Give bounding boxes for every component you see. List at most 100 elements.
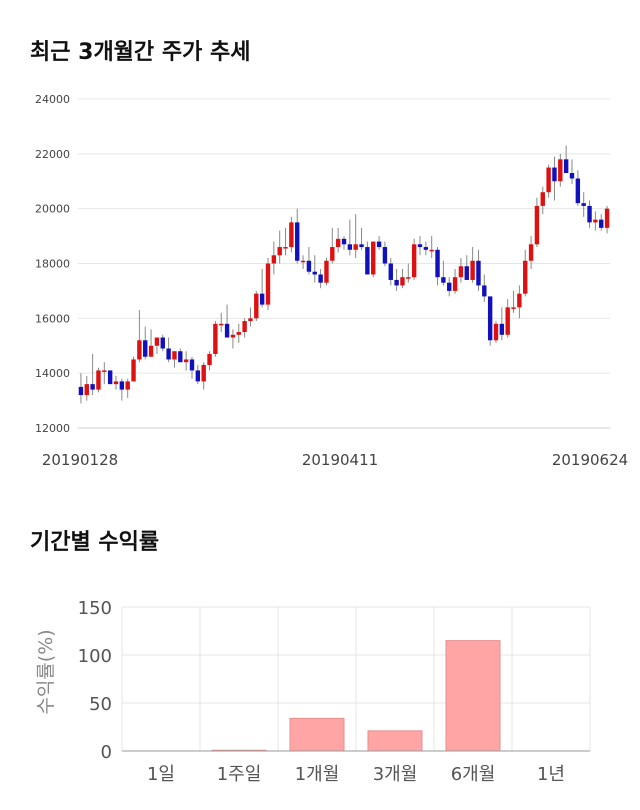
candle-body	[429, 249, 434, 252]
candle-body	[400, 277, 405, 286]
bar-y-tick-label: 50	[89, 694, 112, 715]
candle-x-tick-label: 20190624	[552, 451, 628, 469]
bar-x-tick-label: 1일	[147, 764, 175, 785]
candle-body	[330, 247, 335, 261]
candlestick-chart: 24000 22000 20000 18000 16000 14000 12000 2019…	[35, 93, 628, 469]
candle-body	[283, 247, 288, 249]
candle-body	[476, 260, 481, 286]
candle-body	[254, 293, 259, 319]
candle-body	[259, 293, 265, 305]
candle-body	[353, 244, 358, 250]
candle-body	[102, 370, 107, 372]
candle-series	[78, 145, 610, 404]
candle-body	[107, 370, 113, 385]
candle-body	[143, 340, 148, 357]
candle-body	[604, 208, 610, 228]
candle-body	[540, 192, 545, 206]
candle-body	[575, 178, 581, 204]
candle-body	[289, 222, 294, 248]
candle-body	[242, 321, 247, 333]
bar-x-axis-ticks: 1일 1주일 1개월 3개월 6개월 1년	[147, 764, 565, 785]
bar-x-tick-label: 6개월	[451, 764, 496, 785]
candle-body	[447, 282, 452, 291]
candle-body	[248, 318, 253, 322]
candle-body	[593, 219, 598, 223]
candle-body	[511, 307, 516, 309]
candle-body	[464, 266, 469, 280]
candle-body	[131, 359, 136, 382]
candle-body	[341, 238, 347, 245]
candle-body	[388, 263, 393, 280]
candle-body	[213, 323, 218, 354]
candle-body	[172, 351, 177, 360]
candle-body	[523, 260, 528, 294]
candle-body	[125, 381, 130, 390]
candle-body	[113, 381, 119, 385]
candle-body	[581, 203, 586, 206]
candle-body	[546, 167, 551, 193]
candle-body	[160, 337, 165, 349]
candle-x-tick-label: 20190411	[302, 451, 378, 469]
candle-body	[265, 263, 271, 305]
candle-body	[148, 345, 154, 357]
bar-series	[211, 640, 501, 752]
candle-body	[78, 386, 84, 396]
candle-body	[482, 285, 487, 297]
candle-body	[189, 359, 195, 371]
candle-body	[563, 159, 569, 174]
candle-body	[347, 244, 353, 250]
candle-body	[406, 277, 411, 279]
candle-body	[207, 353, 212, 365]
candle-body	[230, 334, 236, 338]
candle-body	[569, 173, 575, 179]
candle-body	[90, 384, 95, 390]
candle-body	[394, 279, 399, 286]
candle-body	[376, 241, 382, 248]
bar-x-tick-label: 1개월	[295, 764, 340, 785]
candle-body	[458, 266, 464, 278]
candle-body	[371, 241, 376, 275]
bar-gridlines	[121, 606, 591, 751]
candle-body	[417, 244, 423, 248]
candle-body	[470, 260, 475, 280]
candle-body	[178, 351, 183, 363]
candle-x-axis-ticks: 20190128 20190411 20190624	[42, 451, 628, 469]
candle-body	[382, 247, 388, 264]
candle-body	[306, 260, 312, 272]
bar-y-axis-ticks: 150 100 50 0	[78, 598, 112, 763]
candle-body	[452, 277, 458, 291]
candle-y-axis-ticks: 24000 22000 20000 18000 16000 14000 12000	[35, 93, 70, 435]
candle-body	[493, 323, 499, 341]
candle-body	[324, 260, 329, 283]
candle-body	[487, 296, 493, 341]
candle-body	[154, 337, 160, 346]
candle-y-tick-label: 18000	[35, 258, 70, 271]
candle-body	[359, 244, 364, 248]
candle-body	[312, 271, 317, 275]
candle-body	[435, 249, 440, 278]
candle-x-tick-label: 20190128	[42, 451, 118, 469]
candle-body	[84, 384, 89, 396]
candle-body	[534, 205, 540, 245]
returns-title: 기간별 수익률	[30, 530, 160, 555]
candle-body	[365, 247, 370, 275]
candle-body	[441, 277, 446, 283]
candle-body	[558, 159, 563, 182]
candle-y-tick-label: 20000	[35, 203, 70, 216]
candle-body	[295, 222, 300, 261]
candle-y-tick-label: 14000	[35, 367, 70, 380]
bar-y-tick-label: 100	[78, 646, 112, 667]
bar-x-tick-label: 1년	[537, 764, 565, 785]
candle-body	[166, 348, 171, 360]
candle-body	[599, 219, 604, 228]
candle-y-tick-label: 22000	[35, 148, 70, 161]
price-trend-title: 최근 3개월간 주가 추세	[30, 40, 251, 65]
candle-gridlines	[78, 98, 610, 374]
candle-body	[219, 323, 224, 326]
candle-y-tick-label: 24000	[35, 93, 70, 106]
candle-body	[335, 238, 341, 248]
candle-body	[271, 255, 277, 264]
candle-y-tick-label: 16000	[35, 312, 70, 325]
returns-bar-chart: 150 100 50 0 1일 1주일 1개월 3개월 6개월 1년 수익률(%)	[35, 598, 591, 785]
candle-body	[300, 260, 306, 263]
